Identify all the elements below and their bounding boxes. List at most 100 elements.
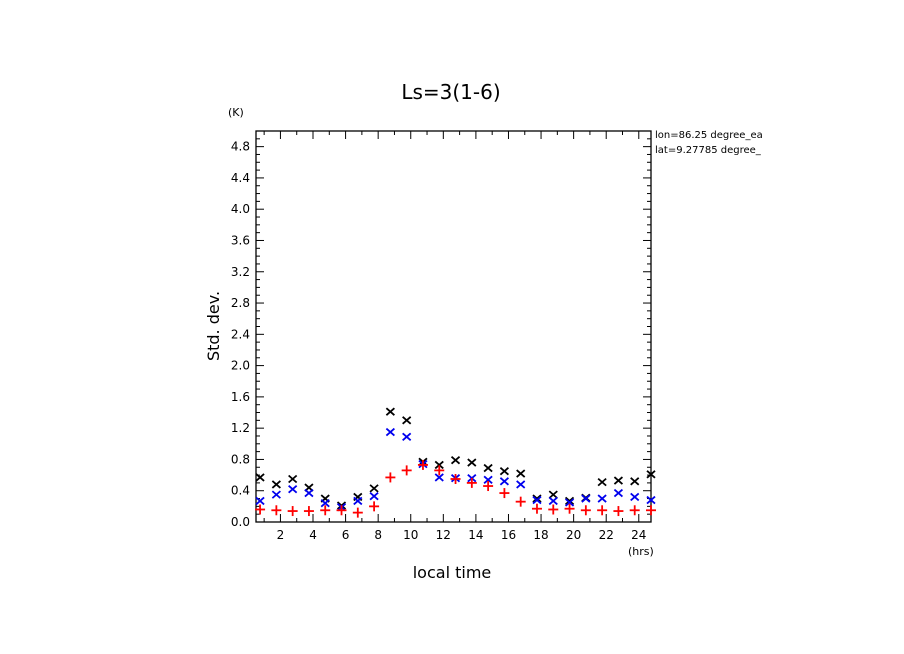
y-tick-label: 3.6 [231,233,250,247]
data-point [516,480,526,489]
data-point [580,505,591,516]
y-unit-label: (K) [228,106,244,119]
data-point [613,476,624,485]
data-point [467,458,477,467]
data-point [287,506,298,517]
data-point [255,473,265,482]
data-point [613,488,624,498]
data-point [532,495,542,505]
data-point [401,465,412,476]
x-axis-ticks [263,131,640,522]
x-tick-label: 12 [436,528,451,542]
data-point [450,473,461,484]
data-point [531,503,542,514]
data-point [320,505,331,516]
data-point [548,490,558,499]
x-axis-tick-labels: 2 4 6 8 10 12 14 16 18 20 22 24 [277,528,647,542]
x-tick-label: 10 [403,528,418,542]
data-point [483,481,494,492]
y-tick-label: 2.0 [231,359,250,373]
data-point [630,477,640,486]
x-tick-label: 20 [566,528,581,542]
data-point [646,495,656,505]
data-point [336,505,347,516]
data-point [417,459,428,470]
data-point [646,505,656,516]
data-point [288,474,298,484]
data-point [271,490,281,499]
x-tick-label: 4 [309,528,317,542]
chart-title: Ls=3(1-6) [401,80,500,104]
data-point [271,505,282,516]
data-point [466,477,477,488]
data-point [304,488,314,498]
data-point [499,488,510,499]
y-tick-label: 4.0 [231,202,250,216]
data-point [581,494,591,503]
data-point [434,465,445,476]
x-tick-label: 6 [342,528,350,542]
data-point [597,477,607,487]
data-point [255,496,265,506]
data-point [271,480,281,489]
y-tick-label: 2.4 [231,327,250,341]
data-point [597,505,608,516]
data-point [369,492,379,501]
data-point [385,407,395,416]
y-tick-label: 0.0 [231,515,250,529]
data-point [385,472,396,483]
data-point [369,484,379,493]
data-point [564,498,575,507]
x-tick-label: 2 [277,528,285,542]
data-point [385,427,395,437]
y-tick-label: 1.2 [231,421,250,435]
x-tick-label: 8 [374,528,382,542]
y-tick-label: 0.8 [231,452,250,466]
x-tick-label: 24 [631,528,646,542]
data-point [564,496,575,506]
data-point [352,507,363,518]
y-axis-label: Std. dev. [204,291,223,361]
data-point [402,432,412,441]
data-point [532,494,542,503]
data-point [499,477,509,486]
data-point [564,503,575,514]
data-point [597,494,607,503]
data-point [516,469,526,478]
data-point [369,501,380,512]
data-point [613,506,624,517]
data-point [646,470,656,479]
y-tick-label: 4.8 [231,140,250,154]
y-tick-label: 4.4 [231,171,250,185]
data-point [630,492,640,502]
data-point [303,506,314,517]
data-point [515,496,526,507]
y-tick-label: 3.2 [231,265,250,279]
y-tick-label: 2.8 [231,296,250,310]
data-point [629,505,640,516]
y-tick-label: 1.6 [231,390,250,404]
annotation-lon: lon=86.25 degree_ea [655,130,763,141]
y-tick-label: 0.4 [231,484,250,498]
data-point [288,484,298,494]
data-point [548,504,559,515]
data-point [255,504,266,515]
data-point [499,466,509,476]
y-axis-tick-labels: 0.0 0.4 0.8 1.2 1.6 2.0 2.4 2.8 3.2 3.6 4.0 4.4 4.8 [231,140,250,529]
data-point [402,416,412,425]
data-point [483,463,493,473]
data-point [320,499,330,508]
data-point [353,496,363,506]
x-tick-label: 18 [533,528,548,542]
annotation-lat: lat=9.27785 degree_ [655,145,762,156]
plot-frame [255,130,652,523]
data-point [450,456,461,465]
x-tick-label: 22 [599,528,614,542]
x-unit-label: (hrs) [628,545,654,558]
x-tick-label: 14 [468,528,483,542]
data-point [434,460,444,470]
data-point [483,475,493,484]
data-point [434,473,444,482]
data-point [548,496,558,506]
